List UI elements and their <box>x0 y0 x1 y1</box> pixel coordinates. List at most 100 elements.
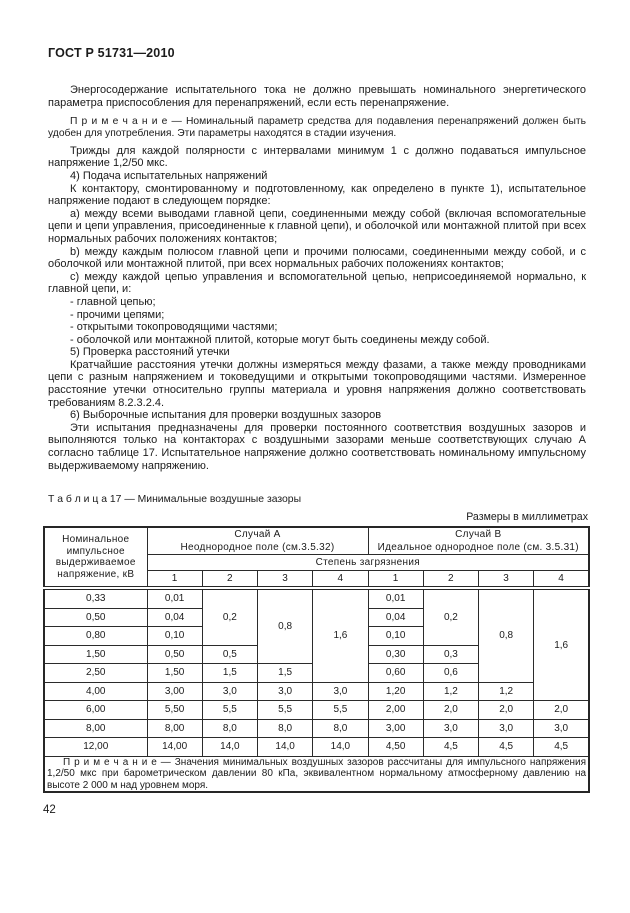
table-cell: 2,00 <box>367 700 424 720</box>
table-cell: 3,0 <box>478 718 535 739</box>
table-cell: 1,50 <box>43 644 148 665</box>
body-text: Энергосодержание испытательного тока не … <box>48 84 586 472</box>
case-a-title: Случай А <box>234 529 281 541</box>
table-cell: 0,8 <box>478 586 535 683</box>
table-cell: 3,00 <box>146 681 203 702</box>
table-cell: 14,0 <box>312 737 369 757</box>
table-cell: 1,5 <box>201 663 259 683</box>
table-note-row: П р и м е ч а н и е — Значения минимальн… <box>43 755 590 793</box>
pollution-degree-header: Степень загрязнения <box>146 554 590 572</box>
table-cell: 0,3 <box>422 644 480 665</box>
list-item-paragraph: - главной цепью; <box>70 295 156 308</box>
table-cell: 5,5 <box>256 700 314 720</box>
degree-col-header: 3 <box>256 570 314 589</box>
table-row: 0,33 0,01 0,2 0,8 1,6 0,01 0,2 0,8 1,6 <box>43 586 590 702</box>
degree-col-header: 4 <box>312 570 369 589</box>
table-row: 12,00 14,00 14,0 14,0 14,0 4,50 4,5 4,5 … <box>43 737 590 757</box>
col-header-case-b: Случай В Идеальное однородное поле (см. … <box>367 526 590 556</box>
degree-col-header: 3 <box>478 570 535 589</box>
table-cell: 1,20 <box>367 681 424 702</box>
table-cell: 3,00 <box>367 718 424 739</box>
table-cell: 3,0 <box>201 681 259 702</box>
table-cell: 2,50 <box>43 663 148 683</box>
table-caption: Т а б л и ц а 17 — Минимальные воздушные… <box>48 494 302 506</box>
table-cell: 8,00 <box>146 718 203 739</box>
table-cell: 1,2 <box>422 681 480 702</box>
table-cell: 14,00 <box>146 737 203 757</box>
table-cell: 3,0 <box>256 681 314 702</box>
table-cell: 1,50 <box>146 663 203 683</box>
table-cell: 0,10 <box>367 626 424 646</box>
table-cell: 0,50 <box>43 607 148 628</box>
table-cell: 1,6 <box>312 586 369 683</box>
degree-col-header: 2 <box>201 570 259 589</box>
col-header-case-a: Случай А Неоднородное поле (см.3.5.32) <box>146 526 369 556</box>
table-row: 0,50 0,04 0,04 <box>43 607 589 628</box>
table-cell: 3,0 <box>533 718 590 739</box>
table-cell: 8,0 <box>201 718 259 739</box>
table-cell: 0,8 <box>256 586 314 665</box>
note-paragraph: П р и м е ч а н и е — Номинальный параме… <box>48 116 586 139</box>
table-cell: 0,04 <box>367 607 424 628</box>
table-cell: 0,80 <box>43 626 148 646</box>
table-cell: 5,5 <box>312 700 369 720</box>
table-row: 6,00 5,50 5,5 5,5 5,5 2,00 2,0 2,0 2,0 <box>43 700 590 720</box>
paragraph: 5) Проверка расстояний утечки <box>70 346 230 359</box>
table-cell: 12,00 <box>43 737 148 757</box>
table-cell: 2,0 <box>533 700 590 720</box>
list-item-paragraph: - прочими цепями; <box>70 308 165 321</box>
table-cell: 3,0 <box>312 681 369 702</box>
paragraph: Эти испытания предназначены для проверки… <box>48 421 586 472</box>
degree-col-header: 4 <box>533 570 590 589</box>
paragraph: 6) Выборочные испытания для проверки воз… <box>70 409 382 422</box>
table-cell: 0,2 <box>201 586 259 646</box>
table-cell: 0,30 <box>367 644 424 665</box>
degree-col-header: 1 <box>367 570 424 589</box>
table-cell: 0,10 <box>146 626 203 646</box>
paragraph: 4) Подача испытательных напряжений <box>70 169 268 182</box>
table-cell: 0,50 <box>146 644 203 665</box>
table-cell: 0,5 <box>201 644 259 665</box>
table-row: 2,50 1,50 1,5 1,5 0,60 0,6 <box>43 663 589 683</box>
paragraph: а) между всеми выводами главной цепи, со… <box>48 207 586 245</box>
table-cell: 8,0 <box>312 718 369 739</box>
table-cell: 1,2 <box>478 681 535 702</box>
degree-col-header: 1 <box>146 570 203 589</box>
paragraph: Трижды для каждой полярности с интервала… <box>48 144 586 170</box>
case-b-title: Случай В <box>455 529 502 541</box>
col-header-voltage: Номинальное импульсное выдерживаемое нап… <box>43 526 148 589</box>
table-cell: 1,6 <box>533 586 590 702</box>
table-cell: 4,5 <box>478 737 535 757</box>
table-cell: 0,01 <box>367 586 424 609</box>
table-row: 8,00 8,00 8,0 8,0 8,0 3,00 3,0 3,0 3,0 <box>43 718 590 739</box>
table-cell: 0,6 <box>422 663 480 683</box>
table-cell: 0,01 <box>146 586 203 609</box>
clearances-table: Номинальное импульсное выдерживаемое нап… <box>43 526 591 793</box>
paragraph: b) между каждым полюсом главной цепи и п… <box>48 245 586 271</box>
table-cell: 4,00 <box>43 681 148 702</box>
table-row: 4,00 3,00 3,0 3,0 3,0 1,20 1,2 1,2 <box>43 681 589 702</box>
table-section: Т а б л и ц а 17 — Минимальные воздушные… <box>43 494 591 793</box>
document-header: ГОСТ Р 51731—2010 <box>48 46 175 60</box>
table-note-text: П р и м е ч а н и е — Значения минимальн… <box>47 756 587 791</box>
table-cell: 0,33 <box>43 586 148 609</box>
case-b-subtitle: Идеальное однородное поле (см. 3.5.31) <box>377 541 579 553</box>
table-cell: 8,00 <box>43 718 148 739</box>
table-cell: 5,50 <box>146 700 203 720</box>
table-cell: 2,0 <box>422 700 480 720</box>
table-units-note: Размеры в миллиметрах <box>466 511 588 524</box>
paragraph: Энергосодержание испытательного тока не … <box>48 84 586 109</box>
degree-col-header: 2 <box>422 570 480 589</box>
table-cell: 4,50 <box>367 737 424 757</box>
table-cell: 0,04 <box>146 607 203 628</box>
table-cell: 8,0 <box>256 718 314 739</box>
table-cell: 3,0 <box>422 718 480 739</box>
paragraph: с) между каждой цепью управления и вспом… <box>48 270 586 296</box>
case-a-subtitle: Неоднородное поле (см.3.5.32) <box>180 541 335 553</box>
table-note: П р и м е ч а н и е — Значения минимальн… <box>43 755 590 793</box>
table-cell: 14,0 <box>201 737 259 757</box>
list-item-paragraph: - открытыми токопроводящими частями; <box>70 321 278 334</box>
table-row: 1,50 0,50 0,5 0,30 0,3 <box>43 644 589 665</box>
table-cell: 0,2 <box>422 586 480 646</box>
